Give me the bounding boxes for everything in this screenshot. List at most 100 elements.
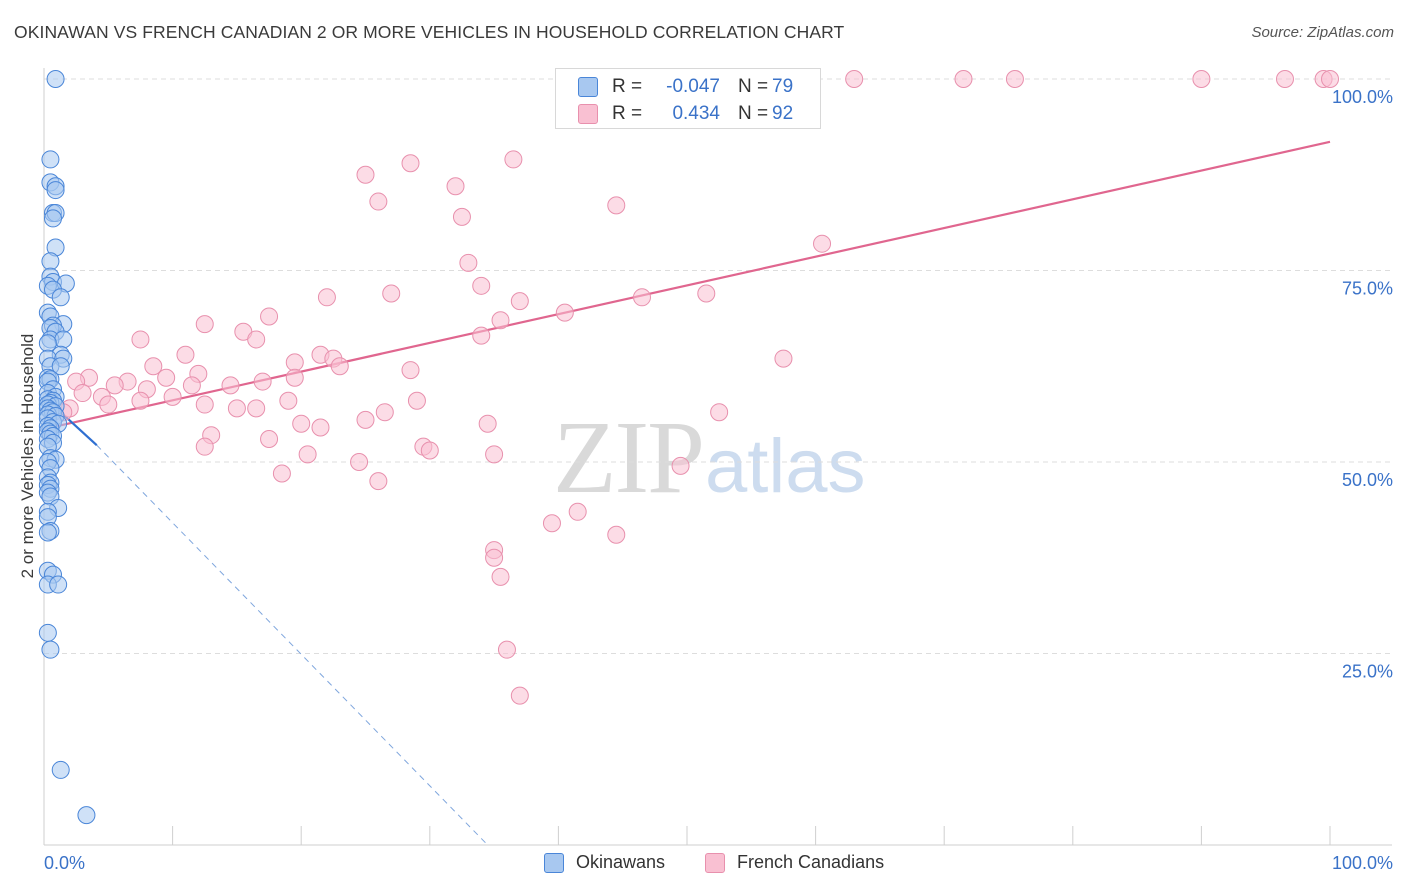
french-point — [401, 361, 420, 380]
french-point — [272, 464, 291, 483]
legend-okinawans: Okinawans — [544, 852, 665, 873]
okinawan-point — [44, 209, 63, 228]
okinawan-point — [38, 523, 57, 542]
french-point — [382, 284, 401, 303]
french-point — [253, 372, 272, 391]
french-point — [227, 399, 246, 418]
french-canadians-points — [54, 70, 1339, 705]
french-point — [452, 207, 471, 226]
french-point — [671, 456, 690, 475]
french-point — [260, 307, 279, 326]
french-point — [568, 502, 587, 521]
okinawan-point — [51, 760, 70, 779]
french-point — [73, 384, 92, 403]
french-point — [369, 192, 388, 211]
french-point — [356, 165, 375, 184]
french-point — [504, 150, 523, 169]
french-point — [845, 70, 864, 88]
french-point — [510, 686, 529, 705]
okinawan-point — [51, 357, 70, 376]
tick-labels: 25.0% 50.0% 75.0% 100.0% 0.0% 100.0% — [44, 87, 1393, 873]
french-point — [260, 430, 279, 449]
french-point — [131, 330, 150, 349]
french-point — [459, 253, 478, 272]
french-point — [401, 154, 420, 173]
source-credit: Source: ZipAtlas.com — [1251, 24, 1394, 41]
french-point — [311, 418, 330, 437]
legend-r-label: R = — [612, 76, 643, 97]
okinawans-legend-label: Okinawans — [576, 852, 666, 872]
french-swatch — [578, 104, 598, 124]
chart-title: OKINAWAN VS FRENCH CANADIAN 2 OR MORE VE… — [14, 22, 845, 42]
trend-lines — [43, 140, 1331, 846]
legend-r-value: -0.047 — [666, 76, 720, 97]
french-point — [485, 445, 504, 464]
okinawan-point — [49, 575, 68, 594]
french-point — [247, 330, 266, 349]
legend-row-okinawans: R = -0.047 N = 79 — [578, 75, 793, 99]
legend-r-value: 0.434 — [672, 103, 720, 124]
grid-lines — [44, 78, 1392, 654]
french-point — [1192, 70, 1211, 88]
french-point — [195, 315, 214, 334]
x-tick-label-0: 0.0% — [44, 853, 85, 873]
series-legend: Okinawans French Canadians — [0, 852, 1406, 878]
french-point — [491, 311, 510, 330]
french-point — [247, 399, 266, 418]
french-point — [195, 395, 214, 414]
french-point — [350, 453, 369, 471]
french-point — [285, 368, 304, 387]
french-point — [510, 292, 529, 311]
french-point — [497, 640, 516, 659]
french-point — [317, 288, 336, 307]
french-point — [555, 303, 574, 322]
french-point — [1321, 70, 1339, 88]
legend-n-value: 92 — [772, 103, 794, 124]
french-point — [954, 70, 973, 88]
okinawan-point — [46, 181, 65, 200]
legend-r-label: R = — [612, 103, 643, 124]
french-point — [813, 234, 832, 253]
french-point — [1005, 70, 1024, 88]
stats-legend: R = -0.047 N = 79 R = 0.434 N = 92 — [555, 68, 821, 129]
french-point — [472, 276, 491, 295]
legend-row-french: R = 0.434 N = 92 — [578, 102, 793, 126]
legend-n-label: N = — [738, 103, 769, 124]
french-point — [491, 567, 510, 586]
french-legend-swatch — [705, 852, 725, 873]
legend-n-value: 79 — [772, 76, 794, 97]
x-tick-label-1: 100.0% — [1332, 853, 1393, 873]
french-point — [292, 414, 311, 433]
french-point — [710, 403, 729, 422]
french-point — [356, 410, 375, 429]
french-point — [1275, 70, 1294, 88]
okinawan-trend-line-extrapolated — [96, 444, 489, 846]
french-point — [195, 437, 214, 456]
french-point — [446, 177, 465, 196]
okinawan-point — [77, 806, 96, 825]
okinawan-point — [38, 623, 57, 642]
french-point — [99, 395, 118, 414]
french-point — [221, 376, 240, 395]
okinawan-point — [41, 640, 60, 659]
y-tick-label-1: 50.0% — [1342, 470, 1393, 490]
french-point — [105, 376, 124, 395]
french-point — [369, 472, 388, 491]
french-point — [182, 376, 201, 395]
french-point — [144, 357, 163, 376]
french-point — [330, 357, 349, 376]
okinawan-point — [51, 288, 70, 307]
okinawan-point — [41, 252, 60, 271]
y-tick-label-0: 25.0% — [1342, 662, 1393, 682]
french-point — [607, 525, 626, 544]
okinawan-point — [54, 330, 73, 349]
french-point — [485, 548, 504, 567]
french-point — [279, 391, 298, 410]
okinawans-points — [38, 70, 96, 825]
y-tick-label-2: 75.0% — [1342, 279, 1393, 299]
french-point — [607, 196, 626, 215]
legend-french-canadians: French Canadians — [705, 852, 884, 873]
y-tick-label-3: 100.0% — [1332, 87, 1393, 107]
french-point — [176, 345, 195, 364]
